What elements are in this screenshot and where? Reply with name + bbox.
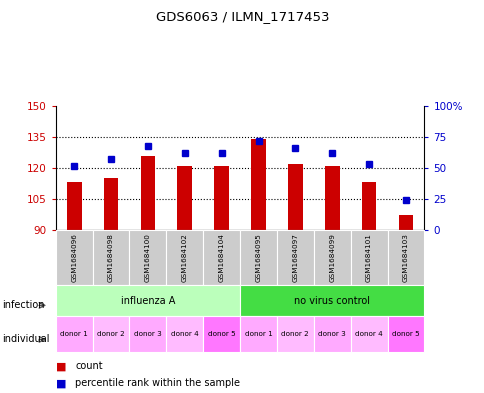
Bar	[398, 215, 412, 230]
Bar	[214, 166, 228, 230]
Text: donor 1: donor 1	[60, 331, 88, 337]
Text: GSM1684104: GSM1684104	[218, 233, 224, 282]
Text: donor 4: donor 4	[170, 331, 198, 337]
Bar	[140, 156, 155, 230]
Text: GSM1684097: GSM1684097	[292, 233, 298, 282]
Text: GSM1684101: GSM1684101	[365, 233, 371, 282]
Text: infection: infection	[2, 300, 45, 310]
Text: donor 3: donor 3	[134, 331, 162, 337]
Bar	[251, 139, 265, 230]
Text: donor 3: donor 3	[318, 331, 346, 337]
Text: donor 1: donor 1	[244, 331, 272, 337]
Text: GSM1684103: GSM1684103	[402, 233, 408, 282]
Bar	[177, 166, 192, 230]
Text: donor 2: donor 2	[97, 331, 125, 337]
Text: donor 5: donor 5	[207, 331, 235, 337]
Text: donor 2: donor 2	[281, 331, 309, 337]
Text: count: count	[75, 361, 103, 371]
Bar	[361, 182, 376, 230]
Text: GSM1684100: GSM1684100	[145, 233, 151, 282]
Bar	[67, 182, 81, 230]
Text: percentile rank within the sample: percentile rank within the sample	[75, 378, 240, 388]
Text: ■: ■	[56, 378, 66, 388]
Bar	[287, 164, 302, 230]
Text: individual: individual	[2, 334, 50, 344]
Text: GSM1684096: GSM1684096	[71, 233, 77, 282]
Text: GSM1684098: GSM1684098	[108, 233, 114, 282]
Text: GSM1684102: GSM1684102	[182, 233, 187, 282]
Text: no virus control: no virus control	[294, 296, 369, 306]
Text: GSM1684099: GSM1684099	[329, 233, 334, 282]
Text: influenza A: influenza A	[121, 296, 175, 306]
Text: donor 5: donor 5	[391, 331, 419, 337]
Text: ■: ■	[56, 361, 66, 371]
Text: GSM1684095: GSM1684095	[255, 233, 261, 282]
Bar	[104, 178, 118, 230]
Bar	[324, 166, 339, 230]
Text: GDS6063 / ILMN_1717453: GDS6063 / ILMN_1717453	[155, 10, 329, 23]
Text: donor 4: donor 4	[354, 331, 382, 337]
